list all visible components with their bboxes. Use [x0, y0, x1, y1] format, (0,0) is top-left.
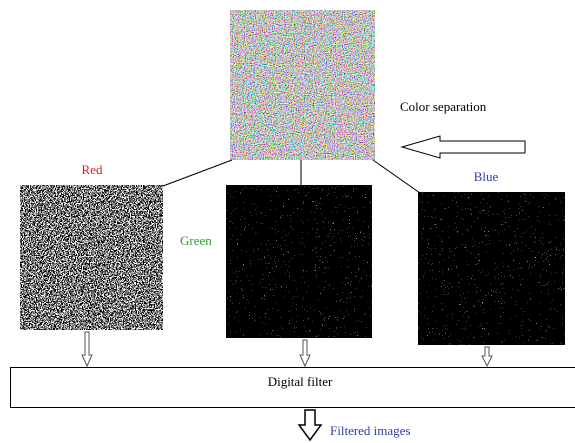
filter-label: Digital filter — [268, 374, 333, 389]
color-separation-label: Color separation — [400, 99, 487, 114]
color-image — [230, 10, 375, 160]
red-label: Red — [82, 162, 103, 177]
green-image — [226, 185, 372, 338]
output-arrow — [299, 410, 321, 440]
blue-label: Blue — [474, 169, 499, 184]
filtered-label: Filtered images — [330, 423, 411, 438]
separation-arrow — [402, 136, 525, 158]
red-image — [20, 185, 163, 330]
diagram: Color separation Red Green Blue Digital … — [0, 0, 575, 443]
blue-image — [418, 192, 565, 345]
green-label: Green — [180, 233, 212, 248]
